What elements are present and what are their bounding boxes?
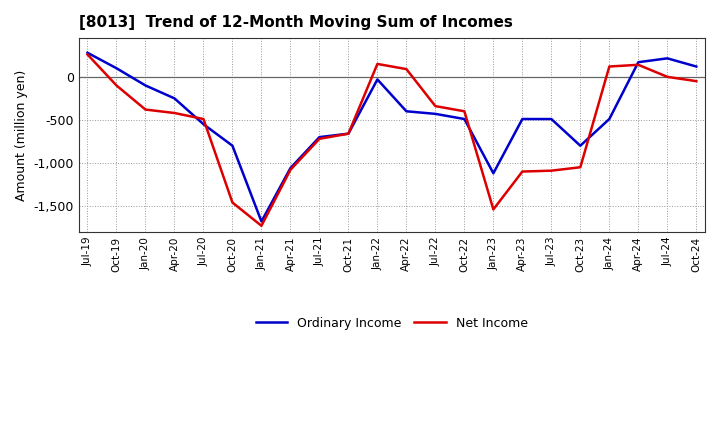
Net Income xyxy=(315,136,324,142)
Ordinary Income xyxy=(257,219,266,224)
Text: [8013]  Trend of 12-Month Moving Sum of Incomes: [8013] Trend of 12-Month Moving Sum of I… xyxy=(78,15,513,30)
Ordinary Income xyxy=(112,66,121,71)
Ordinary Income xyxy=(576,143,585,148)
Ordinary Income xyxy=(547,117,556,122)
Ordinary Income xyxy=(373,77,382,82)
Net Income xyxy=(84,52,92,57)
Ordinary Income xyxy=(141,83,150,88)
Ordinary Income xyxy=(286,165,294,171)
Net Income xyxy=(228,200,237,205)
Net Income xyxy=(199,117,208,122)
Net Income xyxy=(170,110,179,116)
Net Income xyxy=(112,83,121,88)
Net Income xyxy=(286,167,294,172)
Net Income xyxy=(460,109,469,114)
Net Income xyxy=(402,66,410,72)
Net Income xyxy=(605,64,613,69)
Net Income xyxy=(431,103,440,109)
Net Income xyxy=(518,169,526,174)
Line: Ordinary Income: Ordinary Income xyxy=(88,53,696,221)
Net Income xyxy=(257,223,266,228)
Ordinary Income xyxy=(199,121,208,127)
Ordinary Income xyxy=(402,109,410,114)
Net Income xyxy=(663,74,672,80)
Ordinary Income xyxy=(170,96,179,101)
Net Income xyxy=(692,78,701,84)
Ordinary Income xyxy=(634,59,643,65)
Line: Net Income: Net Income xyxy=(88,55,696,226)
Ordinary Income xyxy=(518,117,526,122)
Net Income xyxy=(634,62,643,67)
Ordinary Income xyxy=(315,135,324,140)
Ordinary Income xyxy=(489,171,498,176)
Legend: Ordinary Income, Net Income: Ordinary Income, Net Income xyxy=(251,312,533,335)
Ordinary Income xyxy=(344,131,353,136)
Ordinary Income xyxy=(431,111,440,117)
Net Income xyxy=(489,207,498,212)
Net Income xyxy=(141,107,150,112)
Net Income xyxy=(576,165,585,170)
Ordinary Income xyxy=(228,143,237,148)
Net Income xyxy=(373,61,382,66)
Ordinary Income xyxy=(84,50,92,55)
Ordinary Income xyxy=(605,117,613,122)
Ordinary Income xyxy=(460,117,469,122)
Ordinary Income xyxy=(692,64,701,69)
Net Income xyxy=(344,131,353,136)
Y-axis label: Amount (million yen): Amount (million yen) xyxy=(15,70,28,201)
Net Income xyxy=(547,168,556,173)
Ordinary Income xyxy=(663,56,672,61)
